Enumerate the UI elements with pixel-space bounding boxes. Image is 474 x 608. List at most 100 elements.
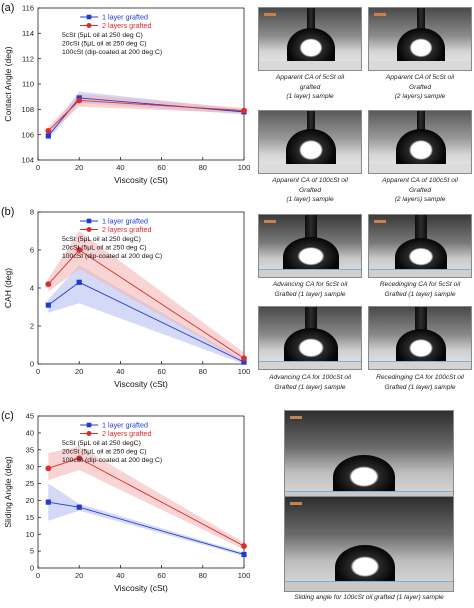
- chart-c-point: [45, 499, 51, 505]
- caption-b4: Recedinging CA for 100cSt oil Grafted (1 …: [376, 374, 464, 391]
- chart-a-point: [241, 107, 247, 114]
- caption-b3: Advancing CA for 100cSt oil Grafted (1 la…: [269, 374, 351, 391]
- chart-c-legend-label-0: 1 layer grafted: [102, 421, 148, 430]
- chart-a-xtick-label: 20: [75, 163, 83, 172]
- chart-c-legend-marker-0: [86, 422, 92, 428]
- photo-b4-receding: [368, 306, 472, 370]
- chart-a-ylabel: Contact Angle (deg): [3, 46, 13, 121]
- chart-a-frame: [37, 7, 245, 161]
- chart-a-legend-marker-0: [86, 14, 92, 20]
- chart-b-note-1: 20cSt (5μL oil at 250 deg C): [62, 245, 147, 252]
- chart-c-xtick-label: 100: [238, 571, 250, 580]
- caption-a4: Apparent CA of 100cSt oil Grafted (2 layer…: [382, 177, 458, 204]
- chart-c-xlabel: Viscosity (cSt): [114, 583, 168, 593]
- caption-c1: Sliding angle for 100cSt oil grafted (1 …: [294, 594, 444, 601]
- chart-b-point: [241, 355, 247, 362]
- chart-b-point: [76, 247, 83, 253]
- scale-bar: [264, 13, 276, 16]
- scale-bar: [374, 220, 386, 223]
- photo-b2-receding: [368, 214, 472, 278]
- chart-b-legend-label-1: 2 layers grafted: [102, 225, 152, 234]
- scale-bar: [374, 13, 386, 16]
- chart-c-xtick-label: 80: [199, 571, 207, 580]
- chart-b-ytick-label: 6: [30, 246, 34, 255]
- chart-a-ytick-label: 112: [22, 54, 34, 63]
- chart-a-legend-label-1: 2 layers grafted: [102, 21, 152, 30]
- chart-a-xtick-label: 80: [199, 163, 207, 172]
- chart-b-cah: 0 20 40 60 80 100 0 2 4 6 8 Viscosity (cSt) CAH (deg…: [3, 208, 250, 389]
- chart-b-ytick-label: 0: [30, 360, 34, 369]
- chart-a-ytick-label: 116: [22, 4, 34, 13]
- chart-a-note-1: 20cSt (5μL oil at 250 deg C): [62, 41, 147, 48]
- chart-a-point: [76, 97, 83, 104]
- chart-c-point: [241, 543, 247, 549]
- chart-b-xtick-label: 40: [116, 367, 124, 376]
- panel-label-b: (b): [1, 206, 15, 218]
- chart-b-ytick-label: 4: [30, 284, 34, 293]
- chart-a-ytick-label: 110: [22, 80, 34, 89]
- chart-c-ytick-label: 45: [26, 412, 34, 421]
- chart-a-legend-label-0: 1 layer grafted: [102, 13, 148, 22]
- chart-b-legend-label-0: 1 layer grafted: [102, 217, 148, 226]
- chart-a-contact-angle: 0 20 40 60 80 100 104 106 108 110 112 114 116 Viscosi…: [3, 4, 250, 185]
- chart-c-ytick-label: 5: [30, 547, 34, 556]
- chart-b-ytick-label: 8: [30, 208, 34, 217]
- chart-a-xtick-label: 40: [116, 163, 124, 172]
- chart-c-note-0: 5cSt (5μL oil at 250 degC): [62, 440, 141, 447]
- chart-a-ytick-label: 114: [22, 29, 34, 38]
- chart-b-legend-marker-1: [86, 227, 92, 232]
- chart-a-ytick-label: 104: [21, 156, 34, 165]
- photo-a3-droplet: [258, 110, 362, 174]
- chart-c-xtick-label: 0: [36, 571, 40, 580]
- chart-b-xtick-label: 100: [238, 367, 250, 376]
- chart-b-ytick-label: 2: [30, 322, 34, 331]
- photo-c2-sliding-bottom: [284, 496, 454, 592]
- chart-b-band-1: [48, 231, 244, 363]
- chart-c-xtick-label: 40: [116, 571, 124, 580]
- chart-c-ytick-label: 30: [26, 462, 34, 471]
- chart-c-frame: [37, 415, 245, 569]
- chart-c-note-2: 100cSt (dip-coated at 200 deg C): [62, 457, 162, 464]
- chart-c-band-1: [48, 446, 244, 550]
- chart-c-ytick-label: 25: [26, 479, 34, 488]
- chart-c-legend-label-1: 2 layers grafted: [102, 429, 152, 438]
- caption-a3: Apparent CA of 100cSt oil Grafted (1 layer…: [272, 177, 348, 204]
- chart-a-legend-marker-1: [86, 23, 92, 28]
- chart-b-xtick-label: 80: [199, 367, 207, 376]
- panel-label-a: (a): [1, 2, 15, 14]
- chart-c-point: [45, 465, 52, 472]
- chart-b-note-2: 100cSt (dip-coated at 200 deg C): [62, 253, 162, 260]
- chart-c-xtick-label: 60: [157, 571, 165, 580]
- chart-c-point: [76, 455, 83, 462]
- photo-b3-advancing: [258, 306, 362, 370]
- chart-a-xtick-label: 100: [238, 163, 250, 172]
- chart-a-xlabel: Viscosity (cSt): [114, 175, 168, 185]
- chart-a-note-2: 100cSt (dip-coated at 200 deg C): [62, 49, 162, 56]
- chart-a-point: [45, 133, 51, 139]
- chart-c-note-1: 20cSt (5μL oil at 250 deg C): [62, 449, 147, 456]
- chart-c-point: [241, 551, 247, 558]
- chart-c-ylabel: Sliding Angle (deg): [3, 456, 13, 528]
- chart-b-point: [45, 302, 51, 308]
- chart-a-xtick-label: 0: [36, 163, 40, 172]
- chart-b-xtick-label: 60: [157, 367, 165, 376]
- photo-c1-sliding-top: [284, 410, 454, 502]
- chart-a-band-1: [48, 94, 244, 135]
- chart-b-point: [241, 359, 247, 365]
- chart-a-point: [45, 127, 52, 134]
- chart-b-xtick-label: 20: [75, 367, 83, 376]
- chart-c-ytick-label: 40: [26, 428, 34, 437]
- scale-bar: [290, 416, 302, 419]
- caption-a2: Apparent CA of 5cSt oil Grafted (2 layers)…: [385, 74, 455, 101]
- chart-a-ytick-label: 108: [21, 105, 34, 114]
- chart-c-sliding-angle: 0 20 40 60 80 100 0 5 10 15 20 25 30 35 40 45 Viscosity …: [3, 412, 250, 593]
- chart-c-legend-marker-1: [86, 431, 92, 436]
- photo-a2-droplet: [368, 7, 472, 71]
- chart-b-note-0: 5cSt (5μL oil at 250 degC): [62, 236, 141, 243]
- chart-a-note-0: 5cSt (5μL oil at 250 deg C): [62, 32, 143, 39]
- photo-a4-droplet: [368, 110, 472, 174]
- chart-c-xtick-label: 20: [75, 571, 83, 580]
- chart-c-point: [76, 504, 82, 510]
- chart-a-xtick-label: 60: [157, 163, 165, 172]
- scale-bar: [290, 502, 302, 505]
